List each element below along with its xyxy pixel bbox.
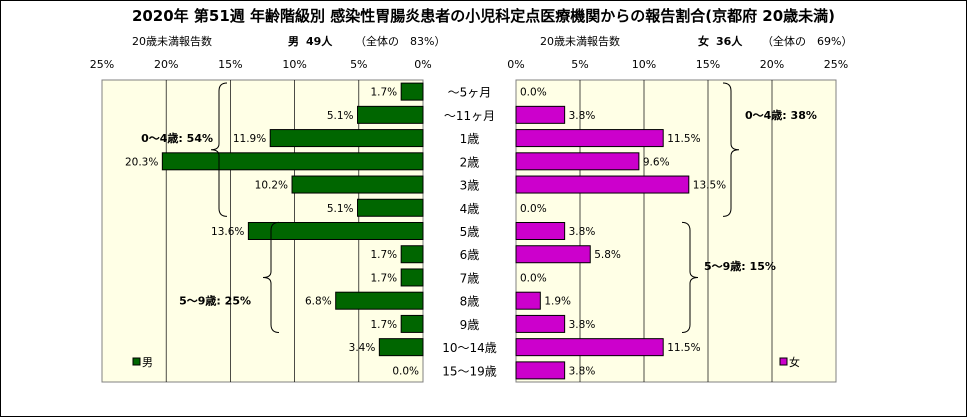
- male-bar: [400, 268, 424, 287]
- male-bar: [247, 222, 424, 240]
- male-data-label: 13.6%: [211, 226, 244, 238]
- male-bar: [357, 198, 424, 217]
- right-count-label: 20歳未満報告数: [540, 35, 620, 48]
- female-bar: [515, 314, 566, 333]
- female-bar: [515, 338, 664, 357]
- male-5-9-brace: [262, 221, 280, 334]
- female-data-label: 3.8%: [569, 365, 596, 377]
- female-5-9-brace: [681, 221, 699, 334]
- female-data-label: 9.6%: [643, 156, 670, 168]
- female-bar: [515, 291, 541, 310]
- female-bar: [515, 222, 566, 240]
- male-bar: [357, 105, 424, 124]
- female-data-label: 0.0%: [520, 203, 547, 215]
- category-label: 10～14歳: [442, 341, 497, 355]
- right-x-tick-label: 25%: [824, 58, 848, 71]
- right-x-tick-label: 15%: [696, 58, 720, 71]
- female-bar: [515, 152, 640, 171]
- male-data-label: 10.2%: [255, 180, 288, 192]
- male-data-label: 1.7%: [370, 272, 397, 284]
- male-data-label: 3.4%: [349, 342, 376, 354]
- male-bar: [291, 175, 424, 194]
- left-group-name: 男: [288, 35, 299, 48]
- female-data-label: 13.5%: [693, 180, 726, 192]
- female-data-label: 5.8%: [594, 249, 621, 261]
- male-bar: [378, 338, 424, 357]
- female-0-4-brace: [722, 82, 740, 217]
- female-data-label: 1.9%: [544, 296, 571, 308]
- category-label: 1歳: [460, 132, 480, 146]
- left-group-share: （全体の 83%）: [355, 35, 446, 48]
- left-x-tick-label: 20%: [154, 58, 178, 71]
- left-x-tick-label: 0%: [414, 58, 431, 71]
- female-legend-label: 女: [789, 355, 800, 369]
- female-0-4-annotation: 0～4歳: 38%: [745, 108, 817, 122]
- category-label: 9歳: [460, 318, 480, 332]
- male-data-label: 1.7%: [370, 319, 397, 331]
- male-data-label: 20.3%: [125, 156, 158, 168]
- right-group-name: 女: [698, 35, 709, 48]
- male-legend-label: 男: [142, 356, 153, 369]
- female-bar: [515, 105, 566, 124]
- category-label: 5歳: [460, 225, 480, 239]
- male-data-label: 6.8%: [305, 296, 332, 308]
- category-label: 6歳: [460, 248, 480, 262]
- female-data-label: 3.8%: [569, 319, 596, 331]
- female-data-label: 3.8%: [569, 110, 596, 122]
- right-x-tick-label: 10%: [632, 58, 656, 71]
- female-bar: [515, 175, 690, 194]
- male-data-label: 1.7%: [370, 87, 397, 99]
- female-legend-swatch: [779, 357, 788, 366]
- male-data-label: 0.0%: [392, 365, 419, 377]
- right-x-tick-label: 20%: [760, 58, 784, 71]
- male-data-label: 5.1%: [327, 203, 354, 215]
- left-x-tick-label: 15%: [218, 58, 242, 71]
- right-x-tick-label: 0%: [507, 58, 524, 71]
- female-data-label: 11.5%: [667, 133, 700, 145]
- chart-title: 2020年 第51週 年齢階級別 感染性胃腸炎患者の小児科定点医療機関からの報告…: [131, 7, 836, 25]
- left-header-group: 男 49人: [288, 33, 332, 49]
- male-bar: [400, 245, 424, 264]
- female-bar: [515, 245, 591, 264]
- category-label: 3歳: [460, 179, 480, 193]
- male-5-9-annotation: 5～9歳: 25%: [179, 294, 251, 308]
- male-bar: [161, 152, 424, 171]
- female-data-label: 3.8%: [569, 226, 596, 238]
- category-label: ～5ヶ月: [448, 86, 492, 100]
- left-x-tick-label: 5%: [350, 58, 367, 71]
- male-data-label: 5.1%: [327, 110, 354, 122]
- male-data-label: 11.9%: [233, 133, 266, 145]
- right-group-share: （全体の 69%）: [762, 35, 853, 48]
- category-label: 4歳: [460, 202, 480, 216]
- right-header-group: 女 36人: [698, 33, 742, 49]
- left-x-tick-label: 10%: [282, 58, 306, 71]
- male-bar: [400, 314, 424, 333]
- female-5-9-annotation: 5～9歳: 15%: [704, 259, 776, 273]
- right-x-tick-label: 5%: [571, 58, 588, 71]
- category-label: ～11ヶ月: [444, 109, 495, 123]
- male-data-label: 1.7%: [370, 249, 397, 261]
- male-bar: [400, 82, 424, 101]
- right-group-count: 36人: [716, 35, 743, 48]
- left-group-count: 49人: [306, 35, 333, 48]
- category-label: 8歳: [460, 295, 480, 309]
- female-data-label: 11.5%: [667, 342, 700, 354]
- category-label: 7歳: [460, 271, 480, 285]
- category-label: 15～19歳: [442, 364, 497, 378]
- female-bar: [515, 129, 664, 148]
- category-label: 2歳: [460, 155, 480, 169]
- female-data-label: 0.0%: [520, 87, 547, 99]
- left-count-label: 20歳未満報告数: [132, 35, 212, 48]
- male-0-4-annotation: 0～4歳: 54%: [141, 131, 213, 145]
- male-bar: [335, 291, 424, 310]
- male-legend-swatch: [132, 357, 141, 366]
- male-0-4-brace: [210, 82, 228, 217]
- female-bar: [515, 361, 566, 380]
- female-data-label: 0.0%: [520, 272, 547, 284]
- left-x-tick-label: 25%: [90, 58, 114, 71]
- male-bar: [269, 129, 424, 148]
